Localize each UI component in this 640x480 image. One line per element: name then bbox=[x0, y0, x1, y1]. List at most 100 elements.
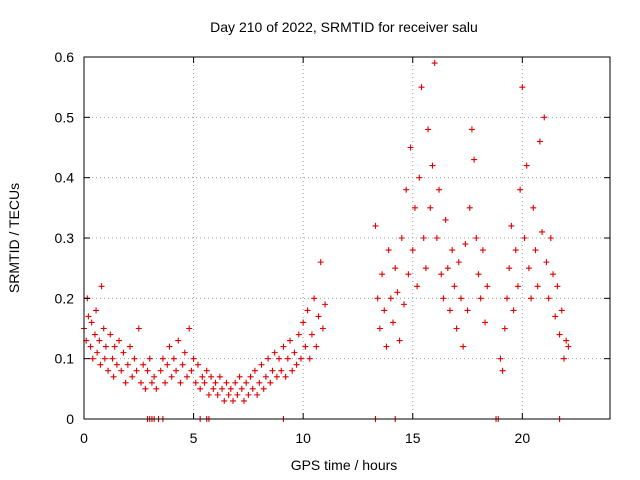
x-axis-label: GPS time / hours bbox=[291, 457, 398, 473]
data-point bbox=[91, 331, 98, 338]
data-point bbox=[539, 228, 546, 235]
data-point bbox=[473, 235, 480, 241]
y-tick-label: 0.3 bbox=[55, 230, 75, 246]
data-point bbox=[293, 361, 300, 368]
data-point bbox=[554, 283, 561, 290]
data-point bbox=[122, 379, 129, 386]
data-point bbox=[159, 355, 166, 362]
x-tick-label: 15 bbox=[405, 430, 421, 446]
plot-frame bbox=[83, 56, 611, 420]
data-point bbox=[105, 367, 112, 374]
data-point bbox=[118, 367, 125, 374]
data-point bbox=[98, 283, 105, 290]
data-point bbox=[247, 373, 254, 380]
data-point bbox=[273, 373, 280, 380]
y-tick-label: 0.2 bbox=[55, 290, 75, 306]
axis-ticks: 0 0.1 0.2 0.3 0.4 0.5 0.6 0 5 10 15 20 bbox=[55, 49, 610, 446]
data-point bbox=[475, 271, 482, 278]
data-point bbox=[175, 337, 182, 344]
data-point bbox=[466, 204, 473, 211]
data-point bbox=[431, 60, 438, 67]
data-point bbox=[400, 301, 407, 308]
data-point bbox=[258, 361, 265, 368]
data-point bbox=[560, 355, 567, 362]
data-point bbox=[269, 367, 276, 374]
data-point bbox=[532, 247, 539, 254]
data-point bbox=[420, 235, 427, 241]
data-point bbox=[177, 379, 184, 386]
data-point bbox=[109, 355, 116, 362]
data-point bbox=[499, 367, 506, 374]
data-point bbox=[455, 259, 462, 266]
data-point bbox=[192, 379, 199, 386]
data-point bbox=[464, 307, 471, 314]
data-point bbox=[89, 355, 96, 362]
data-point bbox=[87, 343, 94, 350]
data-point bbox=[199, 373, 206, 380]
data-point bbox=[565, 343, 572, 350]
data-point bbox=[376, 325, 383, 332]
y-tick-label: 0.6 bbox=[55, 49, 75, 65]
data-point bbox=[372, 222, 379, 229]
data-point bbox=[503, 295, 510, 302]
data-point bbox=[479, 247, 486, 254]
data-point bbox=[295, 331, 302, 338]
data-point bbox=[260, 385, 267, 392]
data-point bbox=[383, 343, 390, 350]
data-point bbox=[151, 373, 158, 380]
data-point bbox=[164, 361, 171, 368]
data-point bbox=[508, 222, 515, 229]
y-tick-label: 0.4 bbox=[55, 170, 75, 186]
data-point bbox=[238, 385, 245, 392]
data-point bbox=[477, 295, 484, 302]
data-point bbox=[265, 355, 272, 362]
x-tick-label: 20 bbox=[515, 430, 531, 446]
data-point bbox=[232, 379, 239, 386]
data-point bbox=[394, 289, 401, 296]
data-point bbox=[256, 379, 263, 386]
data-point bbox=[85, 313, 92, 320]
data-point bbox=[543, 259, 550, 266]
data-point bbox=[541, 114, 548, 121]
data-point bbox=[311, 295, 318, 302]
data-point bbox=[280, 343, 287, 350]
data-point bbox=[170, 355, 177, 362]
data-point bbox=[181, 349, 188, 356]
data-point bbox=[519, 84, 526, 91]
data-point bbox=[166, 343, 173, 350]
data-point bbox=[101, 355, 108, 362]
data-point bbox=[184, 373, 191, 380]
data-point bbox=[135, 325, 142, 332]
data-point bbox=[113, 361, 120, 368]
data-point bbox=[205, 391, 212, 398]
data-point bbox=[186, 325, 193, 332]
chart-title: Day 210 of 2022, SRMTID for receiver sal… bbox=[210, 19, 478, 35]
data-point bbox=[385, 247, 392, 254]
data-point bbox=[457, 295, 464, 302]
data-point bbox=[144, 367, 151, 374]
data-point bbox=[308, 331, 315, 338]
data-point bbox=[468, 126, 475, 133]
data-point bbox=[530, 204, 537, 211]
data-point bbox=[278, 367, 285, 374]
data-point bbox=[157, 367, 164, 374]
data-point bbox=[422, 265, 429, 272]
data-point bbox=[208, 373, 215, 380]
data-point bbox=[418, 84, 425, 91]
data-point bbox=[390, 319, 397, 326]
data-point bbox=[425, 126, 432, 133]
data-point bbox=[110, 373, 117, 380]
data-point bbox=[558, 307, 565, 314]
data-point bbox=[436, 186, 443, 193]
data-point bbox=[501, 325, 508, 332]
data-point bbox=[173, 367, 180, 374]
data-point bbox=[512, 247, 519, 254]
data-point bbox=[203, 367, 210, 374]
data-point bbox=[306, 355, 313, 362]
data-point bbox=[536, 138, 543, 145]
data-point bbox=[97, 361, 104, 368]
data-point bbox=[236, 373, 243, 380]
data-point bbox=[545, 295, 552, 302]
data-point bbox=[433, 235, 440, 241]
data-point bbox=[133, 367, 140, 374]
